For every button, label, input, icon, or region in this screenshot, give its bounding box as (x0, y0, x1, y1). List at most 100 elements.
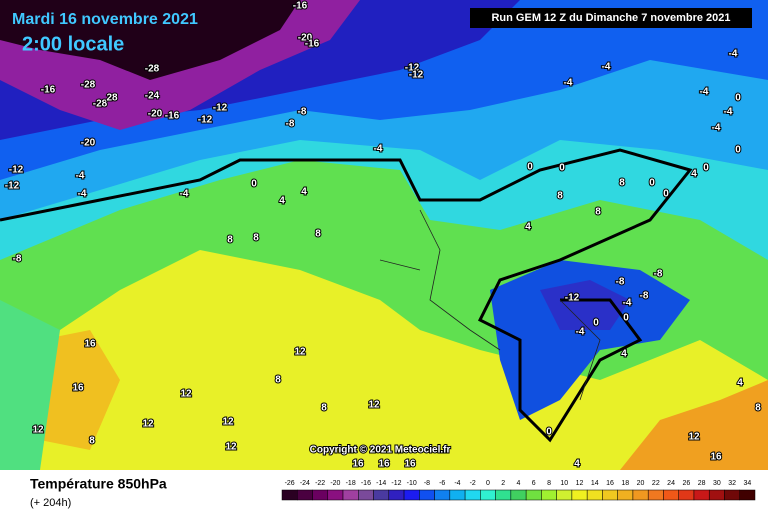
scale-label: -24 (300, 480, 310, 487)
contour-label: 4 (621, 349, 627, 360)
scale-label: 24 (667, 480, 675, 487)
contour-label: 12 (180, 389, 192, 400)
date: Mardi 16 novembre 2021 (12, 11, 198, 28)
contour-label: 28 (106, 93, 118, 104)
scale-swatch (464, 489, 481, 501)
scale-swatch (541, 489, 557, 501)
contour-label: -8 (13, 254, 22, 265)
scale-label: 8 (547, 480, 551, 487)
scale-label: 16 (606, 480, 614, 487)
contour-label: 0 (735, 145, 741, 156)
contour-label: 16 (352, 459, 364, 470)
scale-swatch (693, 489, 710, 501)
scale-swatch (708, 489, 725, 501)
scale-label: -12 (391, 480, 401, 487)
scale-swatch (281, 489, 298, 501)
copyright: Copyright © 2021 Meteociel.fr (310, 445, 451, 456)
contour-label: 16 (72, 383, 84, 394)
contour-label: 0 (649, 178, 655, 189)
cold-pool-core (540, 280, 630, 330)
contour-label: -4 (374, 144, 383, 155)
scale-label: 26 (682, 480, 690, 487)
contour-label: -16 (293, 1, 308, 12)
run-box (470, 8, 752, 28)
scale-swatch (312, 489, 329, 501)
contour-label: 12 (32, 425, 44, 436)
scale-label: 28 (698, 480, 706, 487)
scale-label: -26 (285, 480, 295, 487)
contour-label: -16 (41, 85, 56, 96)
scale-swatch (297, 489, 313, 501)
contour-label: 12 (225, 442, 237, 453)
contour-label: 4 (301, 187, 307, 198)
scale-label: -14 (376, 480, 386, 487)
warm-area (620, 380, 768, 470)
scale-swatch (571, 489, 588, 501)
scale-swatch (449, 489, 466, 501)
contour-label: 12 (368, 400, 380, 411)
contour-label: -8 (298, 107, 307, 118)
contour-label: -8 (654, 269, 663, 280)
scale-swatch (403, 489, 420, 501)
contour-label: 12 (688, 432, 700, 443)
contour-label: -12 (198, 115, 213, 126)
scale-label: 10 (560, 480, 568, 487)
contour-label: -16 (305, 39, 320, 50)
scale-label: 32 (728, 480, 736, 487)
contour-label: 12 (222, 417, 234, 428)
contour-label: 4 (691, 169, 697, 180)
contour-label: 4 (525, 222, 531, 233)
scale-swatch (419, 489, 435, 501)
scale-swatch (358, 489, 374, 501)
scale-label: -2 (470, 480, 476, 487)
contour-label: -8 (286, 119, 295, 130)
contour-label: 8 (253, 233, 259, 244)
scale-swatch (327, 489, 344, 501)
scale-swatch (647, 489, 664, 501)
contour-label: 0 (527, 162, 533, 173)
contour-label: -12 (213, 103, 228, 114)
contour-label: -4 (623, 298, 632, 309)
contour-label: 0 (251, 179, 257, 190)
scale-swatch (434, 489, 451, 501)
contour-label: 12 (142, 419, 154, 430)
scale-label: -4 (454, 480, 460, 487)
contour-label: 0 (703, 163, 709, 174)
run-info: Run GEM 12 Z du Dimanche 7 novembre 2021 (491, 12, 730, 24)
contour-label: -24 (145, 91, 160, 102)
contour-label: -20 (81, 138, 96, 149)
scale-swatch (525, 489, 542, 501)
contour-label: 0 (593, 318, 599, 329)
scale-label: 20 (637, 480, 645, 487)
contour-label: -8 (640, 291, 649, 302)
scale-swatch (617, 489, 634, 501)
contour-label: -4 (700, 87, 709, 98)
scale-label: 0 (486, 480, 490, 487)
scale-swatch (663, 489, 679, 501)
contour-label: -4 (180, 189, 189, 200)
contour-label: -12 (9, 165, 24, 176)
contour-label: -4 (78, 189, 87, 200)
contour-label: 16 (84, 339, 96, 350)
mild-area (0, 300, 60, 470)
scale-label: 4 (517, 480, 521, 487)
contour-label: -28 (81, 80, 96, 91)
scale-swatch (373, 489, 390, 501)
contour-label: -16 (165, 111, 180, 122)
contour-label: -4 (724, 107, 733, 118)
extreme-cold-area (0, 0, 300, 80)
scale-swatch (678, 489, 695, 501)
contour-label: 8 (557, 191, 563, 202)
scale-label: 12 (576, 480, 584, 487)
contour-label: 16 (710, 452, 722, 463)
scale-swatch (342, 489, 359, 501)
map (0, 0, 768, 470)
scale-label: 2 (501, 480, 505, 487)
contour-label: 0 (663, 189, 669, 200)
scale-swatch (739, 489, 756, 501)
contour-label: 16 (404, 459, 416, 470)
contour-label: -28 (145, 64, 160, 75)
scale-swatch (495, 489, 512, 501)
contour-label: -4 (76, 171, 85, 182)
contour-label: -4 (729, 49, 738, 60)
